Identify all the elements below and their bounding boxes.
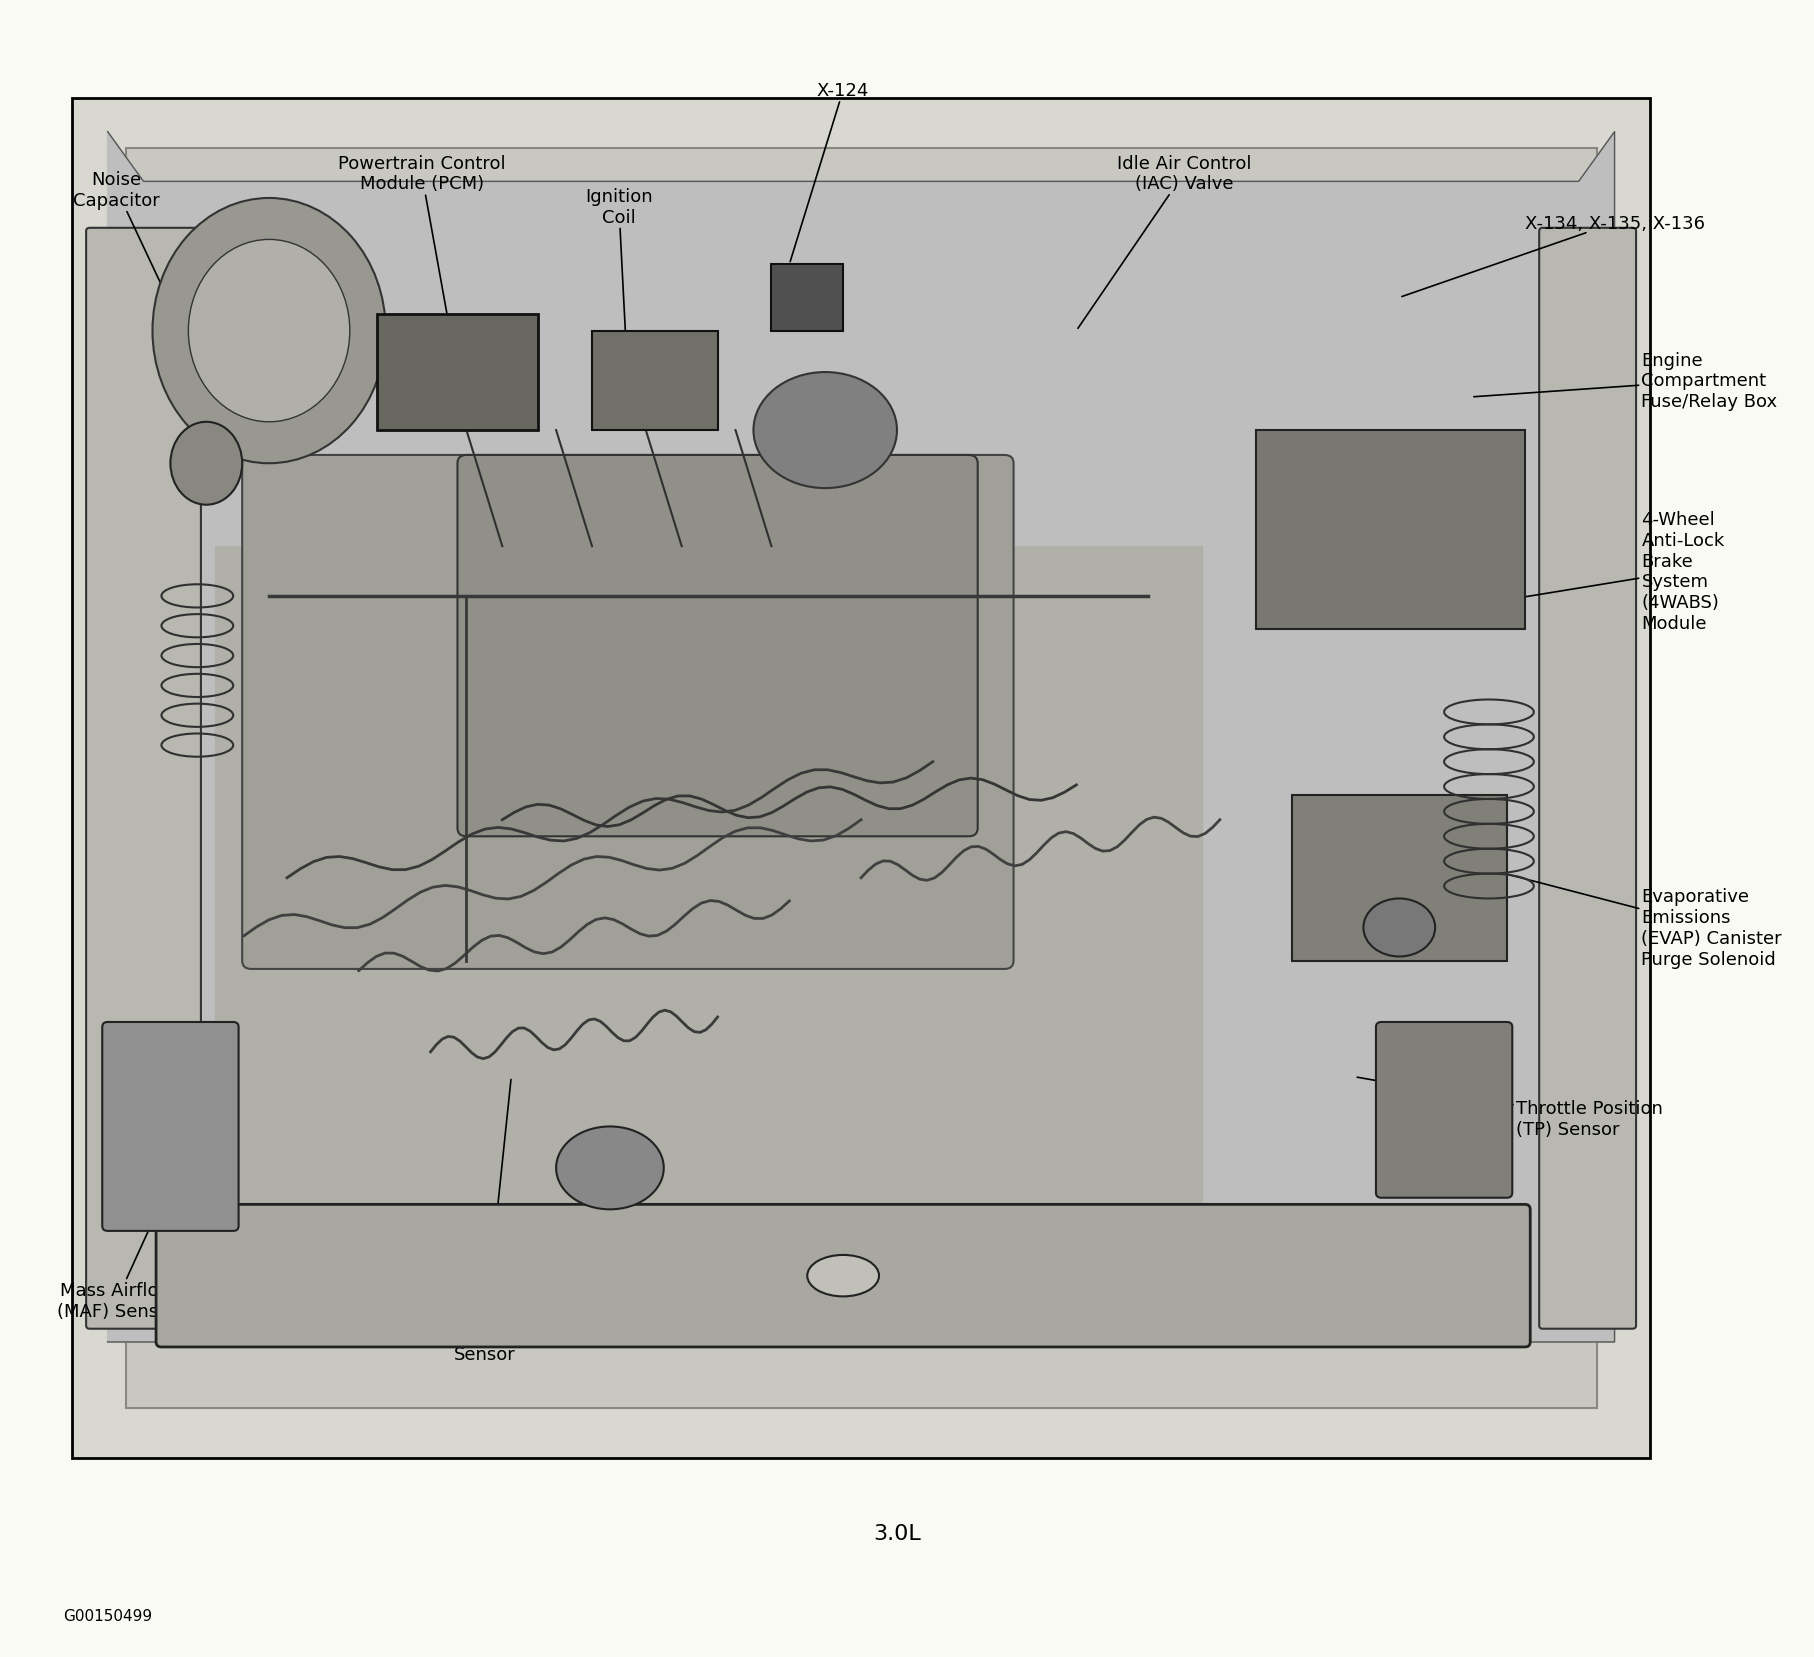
FancyBboxPatch shape [1375,1022,1511,1198]
Ellipse shape [189,240,350,423]
FancyBboxPatch shape [1538,229,1634,1329]
FancyBboxPatch shape [102,1022,238,1231]
Polygon shape [216,547,1201,1292]
FancyBboxPatch shape [377,315,539,431]
Ellipse shape [152,199,386,464]
FancyBboxPatch shape [241,456,1012,969]
Ellipse shape [1362,898,1435,958]
Text: 4-Wheel
Anti-Lock
Brake
System
(4WABS)
Module: 4-Wheel Anti-Lock Brake System (4WABS) M… [1482,510,1723,633]
FancyBboxPatch shape [125,149,1596,1408]
FancyBboxPatch shape [156,1205,1529,1347]
FancyBboxPatch shape [1255,431,1524,630]
Ellipse shape [753,373,896,489]
FancyBboxPatch shape [771,265,844,331]
FancyBboxPatch shape [591,331,717,431]
FancyBboxPatch shape [457,456,978,837]
Text: Idle Air Control
(IAC) Valve: Idle Air Control (IAC) Valve [1078,154,1250,330]
Text: 3.0L: 3.0L [873,1523,920,1543]
Text: Crankshaft
Position (CKP)
Sensor: Crankshaft Position (CKP) Sensor [421,1080,546,1364]
Polygon shape [107,133,1614,1342]
FancyBboxPatch shape [73,99,1649,1458]
Text: X-124: X-124 [789,83,869,262]
Text: Powertrain Control
Module (PCM): Powertrain Control Module (PCM) [337,154,504,370]
Ellipse shape [171,423,241,505]
Ellipse shape [807,1256,878,1296]
Text: X-134, X-135, X-136: X-134, X-135, X-136 [1400,215,1703,297]
FancyBboxPatch shape [85,229,201,1329]
Ellipse shape [555,1127,664,1210]
Text: G00150499: G00150499 [63,1607,152,1624]
Text: Engine
Compartment
Fuse/Relay Box: Engine Compartment Fuse/Relay Box [1473,351,1776,411]
Text: Ignition
Coil: Ignition Coil [584,187,653,378]
FancyBboxPatch shape [1292,795,1506,961]
Text: Evaporative
Emissions
(EVAP) Canister
Purge Solenoid: Evaporative Emissions (EVAP) Canister Pu… [1491,870,1781,968]
Text: Mass Airflow
(MAF) Sensor: Mass Airflow (MAF) Sensor [56,1147,187,1321]
Text: Noise
Capacitor: Noise Capacitor [73,171,205,378]
Text: Throttle Position
(TP) Sensor: Throttle Position (TP) Sensor [1357,1077,1662,1138]
